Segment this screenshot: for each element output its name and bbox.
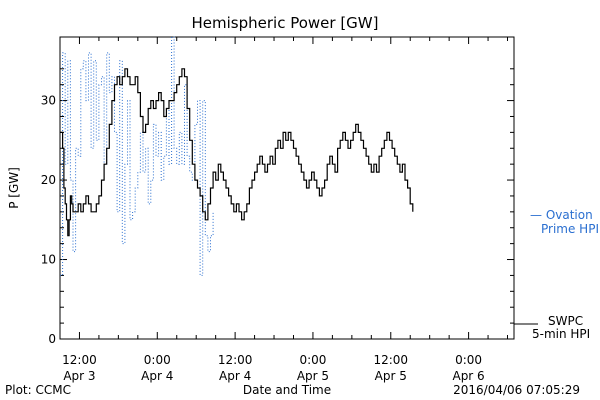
x-axis-label: Date and Time: [243, 383, 331, 397]
y-axis-tick-labels: 0 10 20 30: [41, 94, 56, 346]
swpc-series-line: [60, 68, 414, 237]
x-tick-time: 12:00: [218, 353, 253, 367]
chart-title: Hemispheric Power [GW]: [192, 14, 379, 32]
y-tick-label: 20: [41, 173, 56, 187]
plot-credit: Plot: CCMC: [5, 383, 71, 397]
legend-ovation: — Ovation Prime HPI: [530, 208, 599, 236]
y-tick-label: 10: [41, 253, 56, 267]
x-tick-time: 12:00: [62, 353, 97, 367]
y-tick-label: 0: [48, 332, 56, 346]
x-tick-time: 0:00: [299, 353, 326, 367]
ovation-prime-series-line: [60, 36, 214, 276]
x-tick-date: Apr 4: [141, 369, 173, 383]
x-tick-date: Apr 3: [63, 369, 95, 383]
legend-swpc-line2: 5-min HPI: [532, 327, 590, 341]
plot-area: [59, 36, 515, 340]
x-tick-date: Apr 6: [452, 369, 484, 383]
y-tick-label: 30: [41, 94, 56, 108]
x-tick-time: 0:00: [455, 353, 482, 367]
x-tick-time: 0:00: [144, 353, 171, 367]
plot-frame: [59, 36, 515, 340]
axis-ticks: [59, 37, 514, 340]
y-axis-label: P [GW]: [7, 167, 21, 209]
x-tick-time: 12:00: [373, 353, 408, 367]
x-tick-date: Apr 5: [375, 369, 407, 383]
legend-ovation-line2: Prime HPI: [541, 222, 599, 236]
legend-swpc: SWPC 5-min HPI: [514, 314, 590, 341]
x-tick-date: Apr 5: [297, 369, 329, 383]
timestamp: 2016/04/06 07:05:29: [453, 383, 580, 397]
legend-ovation-line1: — Ovation: [530, 208, 593, 222]
x-axis-tick-labels: 12:00 Apr 3 0:00 Apr 4 12:00 Apr 4 0:00 Apr 5 12…: [62, 353, 485, 383]
x-tick-date: Apr 4: [219, 369, 251, 383]
legend-swpc-line1: SWPC: [548, 314, 583, 328]
